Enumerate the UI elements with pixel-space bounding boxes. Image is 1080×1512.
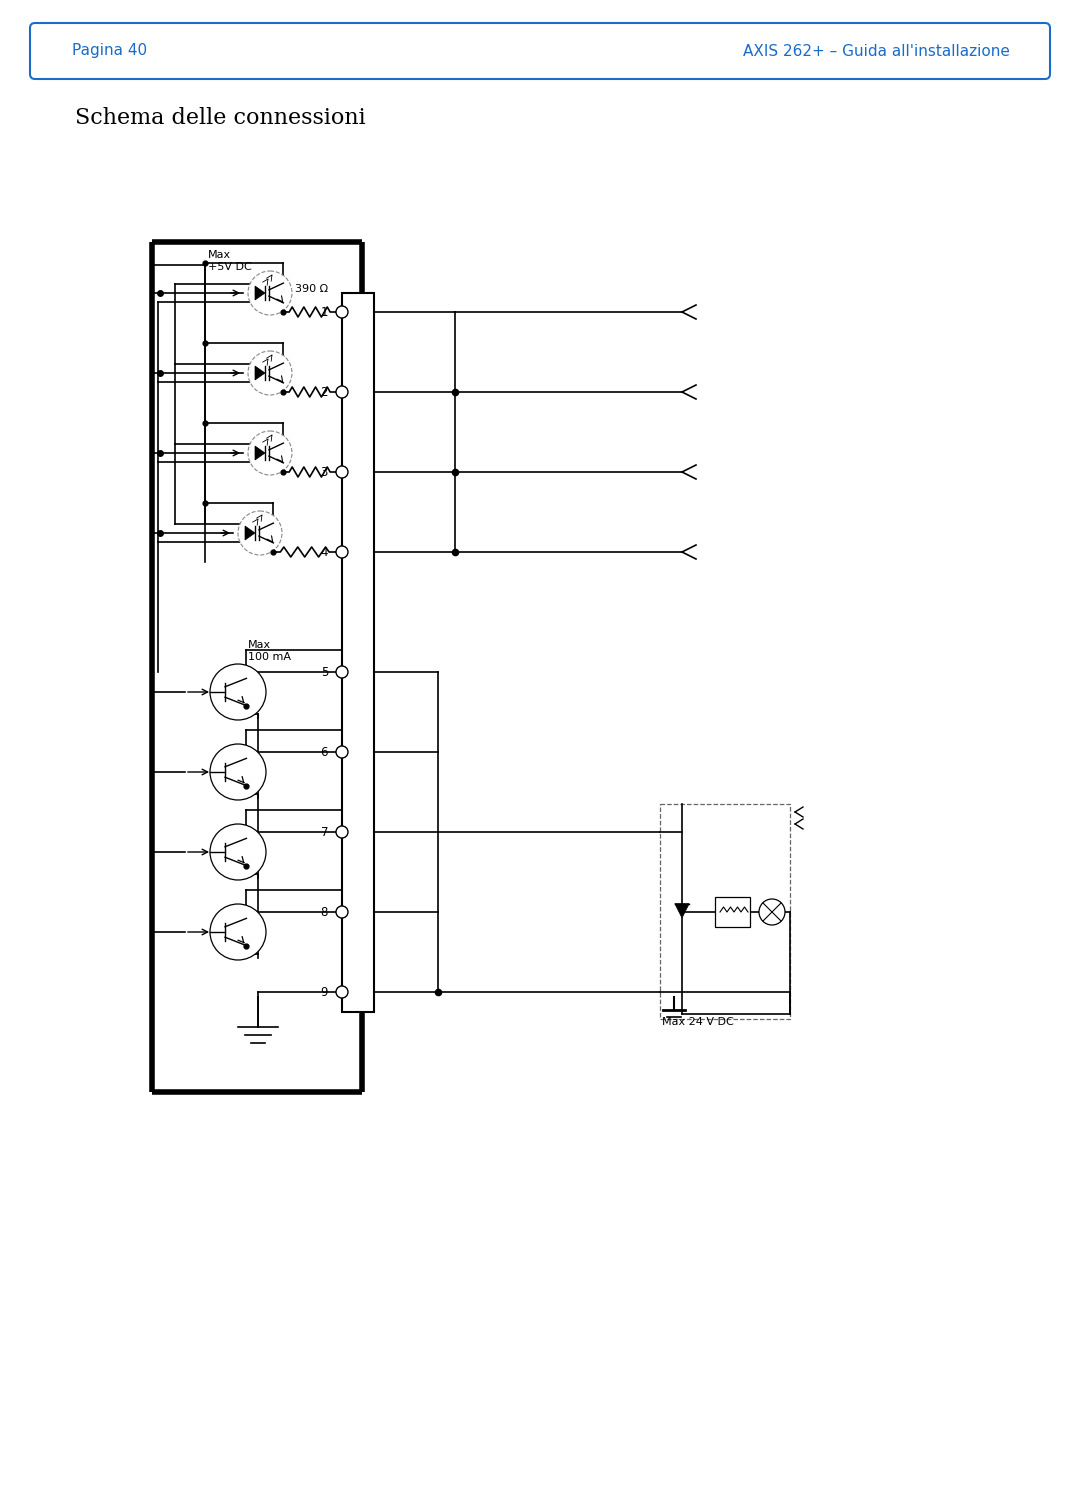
Text: 7: 7 xyxy=(321,826,328,839)
Circle shape xyxy=(336,305,348,318)
Circle shape xyxy=(336,466,348,478)
Circle shape xyxy=(210,904,266,960)
Text: 8: 8 xyxy=(321,906,328,918)
Circle shape xyxy=(210,664,266,720)
Text: 9: 9 xyxy=(321,986,328,998)
Text: 3: 3 xyxy=(321,466,328,478)
Text: AXIS 262+ – Guida all'installazione: AXIS 262+ – Guida all'installazione xyxy=(743,44,1010,59)
Circle shape xyxy=(248,271,292,314)
Bar xyxy=(660,804,789,1019)
Circle shape xyxy=(248,431,292,475)
Circle shape xyxy=(336,546,348,558)
FancyBboxPatch shape xyxy=(30,23,1050,79)
Text: 1: 1 xyxy=(321,305,328,319)
Polygon shape xyxy=(255,446,265,460)
Circle shape xyxy=(238,511,282,555)
Circle shape xyxy=(336,906,348,918)
Text: 6: 6 xyxy=(321,745,328,759)
Bar xyxy=(342,293,374,1012)
Polygon shape xyxy=(245,526,255,540)
Text: Schema delle connessioni: Schema delle connessioni xyxy=(75,107,366,129)
Text: Max 24 V DC: Max 24 V DC xyxy=(662,1018,733,1027)
Circle shape xyxy=(336,386,348,398)
Circle shape xyxy=(336,745,348,758)
Circle shape xyxy=(248,351,292,395)
Bar xyxy=(715,897,750,927)
Text: 390 Ω: 390 Ω xyxy=(296,284,328,293)
Polygon shape xyxy=(255,286,265,299)
Circle shape xyxy=(759,900,785,925)
Text: Pagina 40: Pagina 40 xyxy=(72,44,147,59)
Text: Max
100 mA: Max 100 mA xyxy=(248,640,291,662)
Polygon shape xyxy=(675,904,689,918)
Circle shape xyxy=(336,986,348,998)
Text: 2: 2 xyxy=(321,386,328,399)
Circle shape xyxy=(210,744,266,800)
Polygon shape xyxy=(255,366,265,380)
Text: 4: 4 xyxy=(321,546,328,558)
Circle shape xyxy=(210,824,266,880)
Text: Max
+5V DC: Max +5V DC xyxy=(208,249,252,272)
Circle shape xyxy=(336,665,348,677)
Text: 5: 5 xyxy=(321,665,328,679)
Circle shape xyxy=(336,826,348,838)
